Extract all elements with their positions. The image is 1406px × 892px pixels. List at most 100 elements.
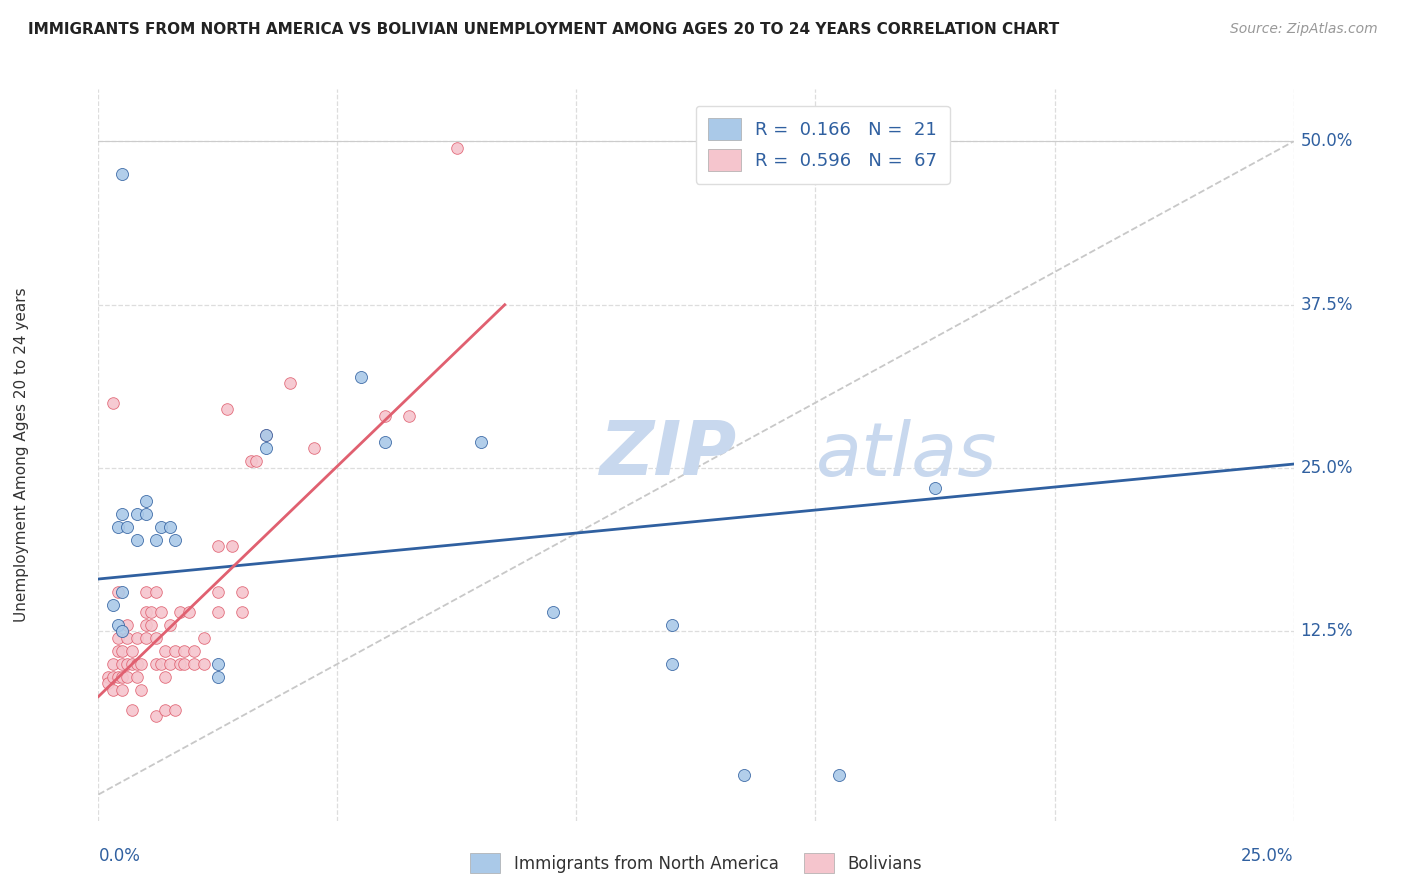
Point (131, 657, 153, 671)
Point (139, 617, 162, 632)
Point (145, 631, 167, 645)
Point (173, 644, 195, 658)
Point (111, 167, 134, 181)
Point (135, 605, 157, 619)
Point (145, 585, 167, 599)
Point (125, 533, 148, 547)
Point (111, 624, 134, 639)
Point (470, 434, 492, 449)
Point (107, 520, 129, 534)
Point (169, 605, 191, 619)
Point (221, 539, 243, 553)
Point (159, 617, 181, 632)
Point (121, 657, 143, 671)
Point (115, 670, 138, 684)
Point (207, 657, 229, 671)
Text: 0.0%: 0.0% (98, 847, 141, 865)
Point (111, 585, 134, 599)
Point (374, 434, 396, 449)
Point (179, 605, 201, 619)
Point (163, 644, 186, 658)
Point (163, 533, 186, 547)
Point (193, 657, 215, 671)
Point (107, 585, 129, 599)
Point (97, 670, 120, 684)
Point (145, 657, 167, 671)
Text: atlas: atlas (815, 419, 997, 491)
Point (350, 369, 373, 384)
Text: Source: ZipAtlas.com: Source: ZipAtlas.com (1230, 22, 1378, 37)
Text: 12.5%: 12.5% (1301, 623, 1353, 640)
Point (115, 520, 138, 534)
Point (240, 454, 263, 468)
Point (115, 617, 138, 632)
Point (149, 657, 172, 671)
Point (278, 376, 301, 390)
Point (135, 493, 157, 508)
Point (302, 442, 325, 456)
Point (125, 670, 148, 684)
Text: ZIP: ZIP (600, 418, 738, 491)
Point (139, 605, 162, 619)
Point (149, 605, 172, 619)
Point (446, 141, 468, 155)
Point (107, 644, 129, 658)
Point (107, 670, 129, 684)
Point (121, 644, 143, 658)
Point (101, 683, 124, 698)
Point (661, 617, 683, 632)
Point (207, 670, 229, 684)
Point (541, 605, 564, 619)
Point (155, 644, 177, 658)
Point (828, 768, 851, 782)
Point (107, 617, 129, 632)
Point (207, 585, 229, 599)
Text: 25.0%: 25.0% (1241, 847, 1294, 865)
Point (101, 657, 124, 671)
Point (101, 395, 124, 409)
Point (661, 657, 683, 671)
Point (183, 644, 205, 658)
Point (101, 670, 124, 684)
Point (254, 428, 277, 442)
Point (193, 631, 215, 645)
Point (245, 454, 267, 468)
Point (135, 507, 157, 521)
Point (398, 409, 420, 423)
Point (217, 402, 239, 417)
Point (231, 605, 253, 619)
Point (374, 409, 396, 423)
Point (101, 598, 124, 612)
Point (135, 631, 157, 645)
Point (155, 670, 177, 684)
Point (733, 768, 755, 782)
Point (924, 481, 946, 495)
Text: Unemployment Among Ages 20 to 24 years: Unemployment Among Ages 20 to 24 years (14, 287, 28, 623)
Point (125, 657, 148, 671)
Point (149, 520, 172, 534)
Point (155, 703, 177, 717)
Point (163, 703, 186, 717)
Point (111, 657, 134, 671)
Point (111, 670, 134, 684)
Point (97, 676, 120, 690)
Point (207, 539, 229, 553)
Point (131, 683, 153, 698)
Point (111, 644, 134, 658)
Point (121, 703, 143, 717)
Point (183, 657, 205, 671)
Legend: Immigrants from North America, Bolivians: Immigrants from North America, Bolivians (463, 845, 929, 882)
Point (207, 605, 229, 619)
Text: 50.0%: 50.0% (1301, 132, 1353, 151)
Point (145, 709, 167, 723)
Point (231, 585, 253, 599)
Text: 37.5%: 37.5% (1301, 296, 1353, 314)
Point (107, 631, 129, 645)
Point (254, 442, 277, 456)
Point (115, 631, 138, 645)
Point (125, 507, 148, 521)
Text: IMMIGRANTS FROM NORTH AMERICA VS BOLIVIAN UNEMPLOYMENT AMONG AGES 20 TO 24 YEARS: IMMIGRANTS FROM NORTH AMERICA VS BOLIVIA… (28, 22, 1059, 37)
Point (111, 683, 134, 698)
Text: 25.0%: 25.0% (1301, 459, 1353, 477)
Point (125, 631, 148, 645)
